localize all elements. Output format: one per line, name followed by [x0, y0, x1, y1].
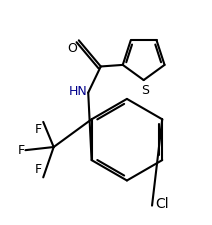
- Text: S: S: [141, 84, 149, 97]
- Text: F: F: [17, 144, 24, 157]
- Text: F: F: [35, 163, 42, 176]
- Text: F: F: [35, 123, 42, 136]
- Text: O: O: [67, 42, 77, 55]
- Text: Cl: Cl: [155, 196, 169, 211]
- Text: HN: HN: [68, 85, 87, 98]
